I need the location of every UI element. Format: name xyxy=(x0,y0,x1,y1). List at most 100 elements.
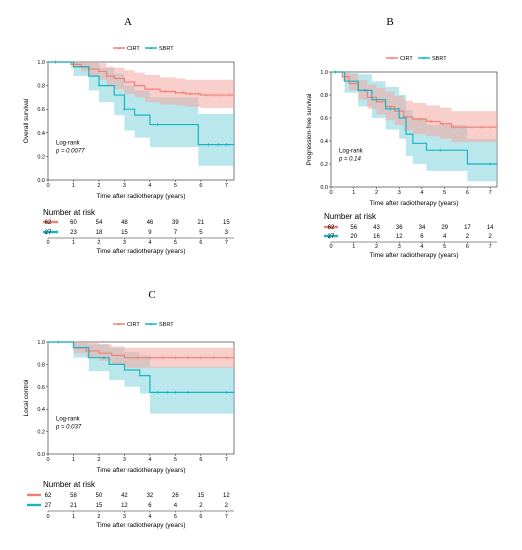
x-tick-label: 0 xyxy=(46,457,49,463)
censor-mark xyxy=(479,125,483,129)
y-tick-label: 0.0 xyxy=(37,452,45,458)
x-tick-label: 3 xyxy=(398,190,401,196)
censor-mark xyxy=(363,88,367,92)
risk-table-cell: 23 xyxy=(70,230,77,236)
risk-table-cell: 62 xyxy=(45,220,52,226)
legend-swatch-mark: + xyxy=(150,47,153,53)
km-panel-a: A + CIRT + SBRT 0.0 0.2 0.4 0.6 0.8 1.0 Overall sur… xyxy=(23,16,235,255)
censor-mark xyxy=(452,125,456,129)
x-tick-label: 1 xyxy=(352,190,355,196)
risk-table-cell: 2 xyxy=(199,503,203,509)
censor-mark xyxy=(54,60,58,64)
legend-swatch-mark: + xyxy=(150,323,153,329)
risk-table-cell: 15 xyxy=(198,493,205,499)
risk-x-tick-label: 0 xyxy=(46,514,49,520)
x-tick-label: 2 xyxy=(97,457,100,463)
censor-mark xyxy=(440,122,445,126)
censor-mark xyxy=(470,125,474,129)
risk-table-cell: 20 xyxy=(350,234,357,240)
annotation-pvalue: p = 0.0077 xyxy=(55,149,85,155)
risk-table-cell: 9 xyxy=(148,230,152,236)
censor-mark xyxy=(56,340,60,344)
x-axis-title: Time after radiotherapy (years) xyxy=(370,200,459,207)
survival-line-cirt xyxy=(331,71,498,129)
risk-table-cell: 6 xyxy=(148,503,152,509)
risk-table-cell: 34 xyxy=(419,225,426,231)
y-tick-label: 0.8 xyxy=(37,84,45,90)
legend-entry-sbrt: SBRT xyxy=(159,322,174,328)
risk-table-cell: 2 xyxy=(466,234,470,240)
x-tick-label: 3 xyxy=(123,183,126,189)
censor-mark xyxy=(488,125,492,129)
risk-table-title: Number at risk xyxy=(43,208,96,217)
censor-mark xyxy=(135,356,139,360)
censor-mark xyxy=(189,92,193,96)
x-tick-label: 6 xyxy=(199,183,202,189)
censor-mark xyxy=(217,143,221,147)
risk-x-tick-label: 2 xyxy=(97,514,100,520)
risk-table-title: Number at risk xyxy=(324,212,377,221)
censor-mark xyxy=(224,356,228,360)
risk-table-cell: 56 xyxy=(350,225,357,231)
risk-table-cell: 27 xyxy=(328,234,335,240)
legend-entry-sbrt: SBRT xyxy=(159,46,174,52)
risk-table-cell: 21 xyxy=(70,503,77,509)
y-tick-label: 0.2 xyxy=(37,430,45,436)
risk-table-cell: 42 xyxy=(121,493,128,499)
legend-swatch-mark: + xyxy=(391,57,394,63)
legend-entry-cirt: CIRT xyxy=(127,46,140,52)
censor-mark xyxy=(186,356,190,360)
legend-swatch-mark: + xyxy=(118,323,121,329)
legend-entry-cirt: CIRT xyxy=(127,322,140,328)
censor-mark xyxy=(173,356,177,360)
km-panel-c: C + CIRT + SBRT 0.0 0.2 0.4 0.6 0.8 1.0 Local contr… xyxy=(23,289,235,529)
y-tick-label: 0.6 xyxy=(37,385,45,391)
risk-table-cell: 5 xyxy=(199,230,203,236)
y-axis-title: Progression-free survival xyxy=(306,93,313,165)
risk-table-cell: 60 xyxy=(70,220,77,226)
risk-table-cell: 27 xyxy=(45,503,52,509)
censor-mark xyxy=(173,390,177,394)
risk-table-cell: 14 xyxy=(487,225,494,231)
x-tick-label: 5 xyxy=(174,183,177,189)
censor-mark xyxy=(196,92,200,96)
x-tick-label: 5 xyxy=(443,190,446,196)
x-tick-label: 1 xyxy=(72,457,75,463)
censor-mark xyxy=(204,93,208,97)
risk-table-cell: 18 xyxy=(96,230,103,236)
x-axis-title: Time after radiotherapy (years) xyxy=(97,467,186,474)
panel-label: B xyxy=(386,16,393,28)
censor-mark xyxy=(206,143,211,147)
risk-table-cell: 29 xyxy=(441,225,448,231)
annotation-logrank: Log-rank xyxy=(56,416,81,422)
ci-band-sbrt xyxy=(48,62,234,166)
risk-table-cell: 32 xyxy=(147,493,154,499)
censor-mark xyxy=(212,356,216,360)
risk-x-axis-title: Time after radiotherapy (years) xyxy=(97,248,186,255)
risk-x-tick-label: 0 xyxy=(46,240,49,246)
censor-mark xyxy=(227,93,231,97)
risk-table-cell: 16 xyxy=(373,234,380,240)
censor-mark xyxy=(166,390,170,394)
censor-mark xyxy=(122,107,127,111)
risk-table-cell: 27 xyxy=(45,230,52,236)
legend-entry-sbrt: SBRT xyxy=(432,56,447,62)
x-tick-label: 2 xyxy=(97,183,100,189)
x-tick-label: 6 xyxy=(466,190,469,196)
risk-x-tick-label: 3 xyxy=(123,514,126,520)
legend-entry-cirt: CIRT xyxy=(400,56,413,62)
censor-mark xyxy=(224,143,228,147)
risk-x-tick-label: 6 xyxy=(199,240,202,246)
risk-x-tick-label: 6 xyxy=(466,244,469,250)
risk-x-tick-label: 5 xyxy=(443,244,446,250)
y-tick-label: 1.0 xyxy=(37,340,45,346)
y-tick-label: 0.8 xyxy=(37,362,45,368)
x-tick-label: 1 xyxy=(72,183,75,189)
annotation-pvalue: p = 0.037 xyxy=(55,424,82,430)
risk-table-cell: 50 xyxy=(96,493,103,499)
risk-table-cell: 15 xyxy=(121,230,128,236)
risk-x-tick-label: 3 xyxy=(123,240,126,246)
risk-x-tick-label: 4 xyxy=(148,240,151,246)
censor-mark xyxy=(388,107,392,111)
